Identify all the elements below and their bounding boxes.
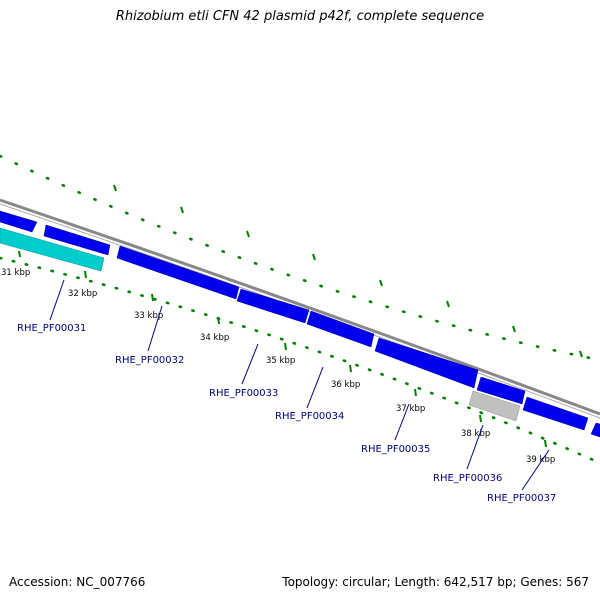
gene-block[interactable]	[522, 396, 589, 431]
gene-block[interactable]	[306, 310, 375, 348]
gene-label[interactable]: RHE_PF00034	[275, 411, 344, 422]
gene-features[interactable]	[0, 210, 600, 438]
gene-block[interactable]	[236, 288, 310, 324]
kbp-label: 37 kbp	[396, 404, 425, 414]
gene-block-other[interactable]	[468, 390, 521, 422]
kbp-label: 35 kbp	[266, 356, 295, 366]
kbp-label: 36 kbp	[331, 380, 360, 390]
outer-tick-marks	[113, 184, 583, 358]
gene-label[interactable]: RHE_PF00032	[115, 355, 184, 366]
topology-summary: Topology: circular; Length: 642,517 bp; …	[282, 575, 589, 589]
map-title: Rhizobium etli CFN 42 plasmid p42f, comp…	[115, 9, 485, 24]
gene-block[interactable]	[374, 337, 479, 389]
gene-label[interactable]: RHE_PF00031	[17, 323, 86, 334]
gene-labels[interactable]: RHE_PF00031 RHE_PF00032 RHE_PF00033 RHE_…	[17, 323, 556, 504]
gene-block[interactable]	[590, 422, 600, 438]
gene-block[interactable]	[0, 210, 38, 233]
gene-label[interactable]: RHE_PF00036	[433, 473, 502, 484]
kbp-label: 33 kbp	[134, 311, 163, 321]
gene-block[interactable]	[43, 224, 111, 256]
gene-label[interactable]: RHE_PF00035	[361, 444, 430, 455]
gene-block[interactable]	[116, 245, 240, 300]
kbp-label: 32 kbp	[68, 289, 97, 299]
gene-block[interactable]	[476, 376, 526, 405]
inner-tick-marks	[18, 250, 547, 448]
kbp-label: 39 kbp	[526, 455, 555, 465]
accession-text: Accession: NC_007766	[9, 575, 146, 589]
kbp-labels: 31 kbp 32 kbp 33 kbp 34 kbp 35 kbp 36 kb…	[1, 268, 555, 465]
gene-label[interactable]: RHE_PF00037	[487, 493, 556, 504]
kbp-label: 38 kbp	[461, 429, 490, 439]
gene-label[interactable]: RHE_PF00033	[209, 388, 278, 399]
kbp-label: 31 kbp	[1, 268, 30, 278]
gene-block-highlight[interactable]	[0, 227, 105, 272]
gene-label-connectors	[49, 279, 550, 491]
backbone-line-outer	[0, 198, 600, 416]
kbp-label: 34 kbp	[200, 333, 229, 343]
